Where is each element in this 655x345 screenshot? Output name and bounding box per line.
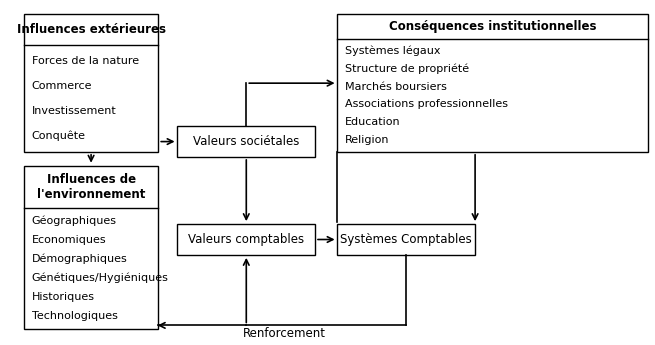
Bar	[337, 14, 648, 152]
Text: Systèmes Comptables: Systèmes Comptables	[341, 233, 472, 246]
Text: Valeurs comptables: Valeurs comptables	[188, 233, 305, 246]
Bar	[178, 224, 315, 255]
Text: Historiques: Historiques	[31, 292, 94, 302]
Text: Investissement: Investissement	[31, 106, 117, 116]
Text: Conséquences institutionnelles: Conséquences institutionnelles	[389, 20, 597, 33]
Text: Structure de propriété: Structure de propriété	[345, 63, 469, 74]
Text: Systèmes légaux: Systèmes légaux	[345, 46, 441, 56]
Text: Influences extérieures: Influences extérieures	[16, 23, 166, 36]
Text: Conquête: Conquête	[31, 130, 86, 141]
Bar	[24, 166, 159, 329]
Text: Religion: Religion	[345, 135, 390, 145]
Bar	[24, 14, 159, 152]
Text: Technologiques: Technologiques	[31, 312, 117, 322]
Text: Forces de la nature: Forces de la nature	[31, 56, 139, 66]
Text: Influences de
l'environnement: Influences de l'environnement	[37, 173, 145, 201]
Text: Valeurs sociétales: Valeurs sociétales	[193, 135, 299, 148]
Bar	[178, 126, 315, 157]
Text: Géographiques: Géographiques	[31, 215, 117, 226]
Text: Démographiques: Démographiques	[31, 254, 127, 264]
Text: Associations professionnelles: Associations professionnelles	[345, 99, 508, 109]
Text: Marchés boursiers: Marchés boursiers	[345, 81, 447, 91]
Text: Renforcement: Renforcement	[243, 327, 326, 341]
Text: Commerce: Commerce	[31, 81, 92, 91]
Bar	[337, 224, 475, 255]
Text: Economiques: Economiques	[31, 235, 106, 245]
Text: Génétiques/Hygiéniques: Génétiques/Hygiéniques	[31, 273, 168, 283]
Text: Education: Education	[345, 117, 401, 127]
